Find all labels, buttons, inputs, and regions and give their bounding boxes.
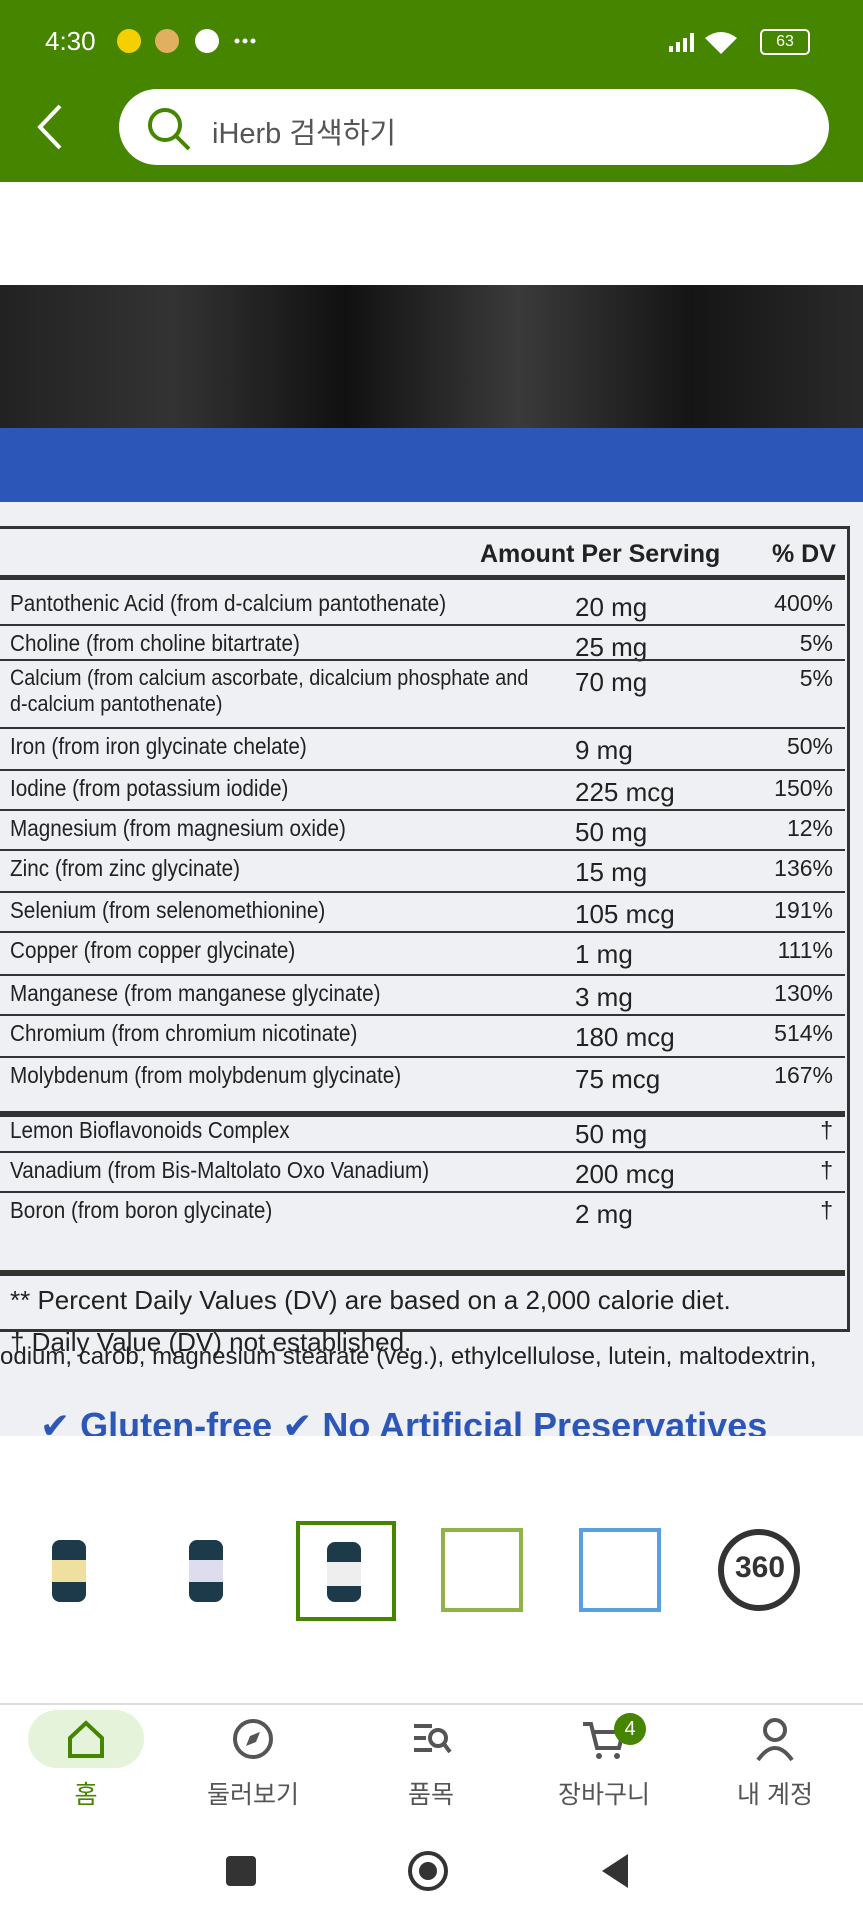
row-rule xyxy=(0,659,845,661)
row-rule xyxy=(0,1151,845,1153)
row-rule xyxy=(0,849,845,851)
system-nav xyxy=(226,1851,628,1891)
label-banner: ✔ Gluten-free ✔ No Artificial Preservati… xyxy=(40,1405,768,1436)
row-rule xyxy=(0,891,845,893)
nav-item[interactable]: 내 계정 xyxy=(737,1781,813,1809)
nutrient-dv: 5% xyxy=(799,665,833,691)
facts-box xyxy=(0,526,850,1332)
nutrient-amount: 50 mg xyxy=(575,817,648,847)
nutrient-dv: † xyxy=(820,1117,833,1143)
nutrient-name: Vanadium (from Bis-Maltolato Oxo Vanadiu… xyxy=(10,1157,430,1183)
nutrient-amount: 25 mg xyxy=(575,632,648,662)
nutrient-dv: 50% xyxy=(786,733,833,759)
nutrient-name: Boron (from boron glycinate) xyxy=(10,1197,273,1223)
row-rule xyxy=(0,1111,845,1117)
home-pill xyxy=(28,1710,144,1768)
nav-item[interactable]: 둘러보기 xyxy=(206,1781,299,1809)
search-placeholder: iHerb 검색하기 xyxy=(212,118,397,150)
back-button[interactable] xyxy=(30,102,70,152)
nutrient-amount: 180 mcg xyxy=(575,1022,675,1052)
nutrient-amount: 50 mg xyxy=(575,1119,648,1149)
thumbnails xyxy=(52,1528,800,1612)
nav-icon xyxy=(68,1720,104,1758)
nutrient-amount: 105 mcg xyxy=(575,899,675,929)
status-icons xyxy=(117,29,256,53)
nutrient-dv: † xyxy=(820,1157,833,1183)
bottle-cap xyxy=(0,285,863,428)
nutrient-name: Calcium (from calcium ascorbate, dicalci… xyxy=(10,665,529,716)
nutrient-amount: 1 mg xyxy=(575,939,633,969)
row-rule xyxy=(0,931,845,933)
nav-icon xyxy=(233,1719,273,1759)
thumb-selected[interactable] xyxy=(296,1521,396,1621)
battery: 63 xyxy=(760,29,810,55)
nutrient-amount: 70 mg xyxy=(575,667,648,697)
footnote: ** Percent Daily Values (DV) are based o… xyxy=(10,1285,731,1315)
nutrient-dv: † xyxy=(820,1197,833,1223)
cart-badge: 4 xyxy=(614,1713,646,1745)
nav-divider xyxy=(0,1703,863,1705)
col-dv-header: % DV xyxy=(772,540,836,568)
nutrient-dv: 130% xyxy=(774,980,833,1006)
row-rule xyxy=(0,1191,845,1193)
nutrient-dv: 12% xyxy=(786,815,833,841)
nutrient-dv: 136% xyxy=(774,855,833,881)
row-rule xyxy=(0,727,845,729)
nav-item[interactable]: 홈 xyxy=(74,1781,98,1809)
col-amount-header: Amount Per Serving xyxy=(480,540,721,568)
nutrient-name: Manganese (from manganese glycinate) xyxy=(10,980,381,1006)
nutrient-amount: 20 mg xyxy=(575,592,648,622)
nutrient-dv: 167% xyxy=(774,1062,833,1088)
nav-icon xyxy=(756,1718,794,1762)
label-band xyxy=(0,428,863,502)
nav-item[interactable]: 장바구니 xyxy=(557,1781,650,1809)
nutrient-name: Chromium (from chromium nicotinate) xyxy=(10,1020,358,1046)
nutrient-name: Choline (from choline bitartrate) xyxy=(10,630,300,656)
nav-item[interactable]: 품목 xyxy=(407,1781,454,1809)
product-image: Amount Per Serving % DV Pantothenic Acid (… xyxy=(0,285,863,1436)
nutrient-amount: 75 mcg xyxy=(575,1064,661,1094)
rule xyxy=(0,575,845,580)
nutrient-name: Selenium (from selenomethionine) xyxy=(10,897,326,923)
nutrient-name: Lemon Bioflavonoids Complex xyxy=(10,1117,290,1143)
row-rule xyxy=(0,1270,845,1276)
nav-icon xyxy=(414,1724,452,1754)
nutrient-dv: 5% xyxy=(799,630,833,656)
nutrient-dv: 191% xyxy=(774,897,833,923)
nutrient-amount: 2 mg xyxy=(575,1199,633,1229)
nutrient-amount: 15 mg xyxy=(575,857,648,887)
nutrient-name: Molybdenum (from molybdenum glycinate) xyxy=(10,1062,402,1088)
row-rule xyxy=(0,1014,845,1016)
signal-wifi xyxy=(669,32,737,54)
footnote: † Daily Value (DV) not established. xyxy=(10,1327,412,1357)
thumb-360[interactable]: 360 xyxy=(734,1551,786,1584)
search-box[interactable] xyxy=(119,89,829,165)
row-rule xyxy=(0,624,845,626)
nutrient-dv: 514% xyxy=(774,1020,833,1046)
nutrient-name: Copper (from copper glycinate) xyxy=(10,937,296,963)
nutrient-dv: 150% xyxy=(774,775,833,801)
nutrient-amount: 200 mcg xyxy=(575,1159,675,1189)
nutrient-name: Iron (from iron glycinate chelate) xyxy=(10,733,307,759)
row-rule xyxy=(0,809,845,811)
search-icon xyxy=(148,108,191,151)
ingredients: odium, carob, magnesium stearate (veg.),… xyxy=(0,1343,817,1370)
nutrient-amount: 3 mg xyxy=(575,982,633,1012)
nutrient-name: Iodine (from potassium iodide) xyxy=(10,775,289,801)
row-rule xyxy=(0,769,845,771)
nutrient-amount: 225 mcg xyxy=(575,777,675,807)
nutrient-dv: 400% xyxy=(774,590,833,616)
row-rule xyxy=(0,1056,845,1058)
nutrient-name: Magnesium (from magnesium oxide) xyxy=(10,815,346,841)
row-rule xyxy=(0,974,845,976)
nutrient-name: Zinc (from zinc glycinate) xyxy=(10,855,241,881)
nutrient-amount: 9 mg xyxy=(575,735,633,765)
status-time: 4:30 xyxy=(45,26,96,56)
nutrient-name: Pantothenic Acid (from d-calcium pantoth… xyxy=(10,590,447,616)
nutrient-dv: 111% xyxy=(777,937,833,963)
